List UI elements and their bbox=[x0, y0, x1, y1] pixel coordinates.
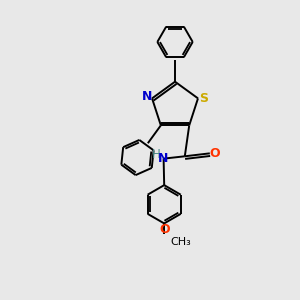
Text: CH₃: CH₃ bbox=[170, 237, 191, 247]
Text: O: O bbox=[209, 147, 220, 160]
Text: N: N bbox=[158, 152, 168, 164]
Text: N: N bbox=[142, 90, 152, 104]
Text: O: O bbox=[159, 224, 169, 236]
Text: H: H bbox=[152, 148, 161, 161]
Text: S: S bbox=[199, 92, 208, 105]
